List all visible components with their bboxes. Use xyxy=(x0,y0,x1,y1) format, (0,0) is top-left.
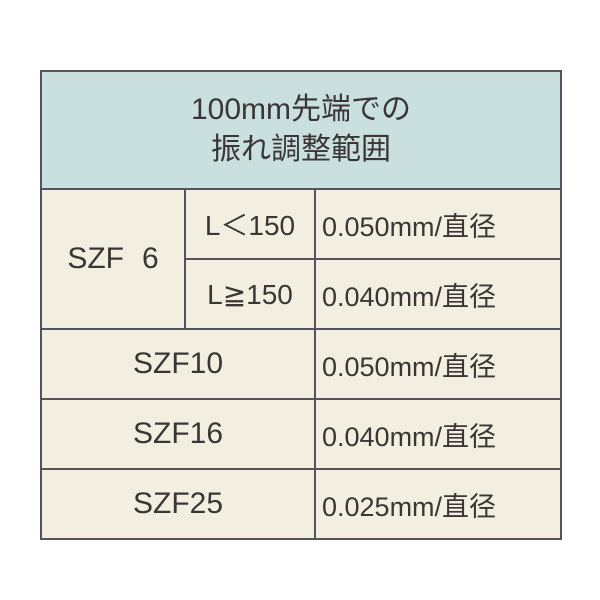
model-prefix: SZF xyxy=(67,242,124,275)
model-cell: SZF25 xyxy=(41,469,315,539)
table-header: 100mm先端での 振れ調整範囲 xyxy=(41,71,561,189)
table-row: SZF6 L＜150 0.050mm/直径 xyxy=(41,189,561,259)
value-cell: 0.050mm/直径 xyxy=(315,189,561,259)
table-row: SZF10 0.050mm/直径 xyxy=(41,329,561,399)
value-cell: 0.040mm/直径 xyxy=(315,399,561,469)
page: 100mm先端での 振れ調整範囲 SZF6 L＜150 0.050mm/直径 L… xyxy=(0,0,600,600)
model-cell-szf6: SZF 6 xyxy=(41,189,185,329)
spec-table: 100mm先端での 振れ調整範囲 SZF6 L＜150 0.050mm/直径 L… xyxy=(40,70,562,540)
condition-cell: L＜150 xyxy=(185,189,315,259)
header-line-2: 振れ調整範囲 xyxy=(211,133,391,166)
table-container: 100mm先端での 振れ調整範囲 SZF6 L＜150 0.050mm/直径 L… xyxy=(40,70,560,540)
value-cell: 0.040mm/直径 xyxy=(315,259,561,329)
header-line-1: 100mm先端での xyxy=(191,93,411,126)
model-number: 6 xyxy=(142,242,159,275)
model-cell: SZF10 xyxy=(41,329,315,399)
table-row: SZF25 0.025mm/直径 xyxy=(41,469,561,539)
condition-cell: L≧150 xyxy=(185,259,315,329)
table-row: SZF16 0.040mm/直径 xyxy=(41,399,561,469)
value-cell: 0.050mm/直径 xyxy=(315,329,561,399)
value-cell: 0.025mm/直径 xyxy=(315,469,561,539)
table-header-row: 100mm先端での 振れ調整範囲 xyxy=(41,71,561,189)
model-cell: SZF16 xyxy=(41,399,315,469)
